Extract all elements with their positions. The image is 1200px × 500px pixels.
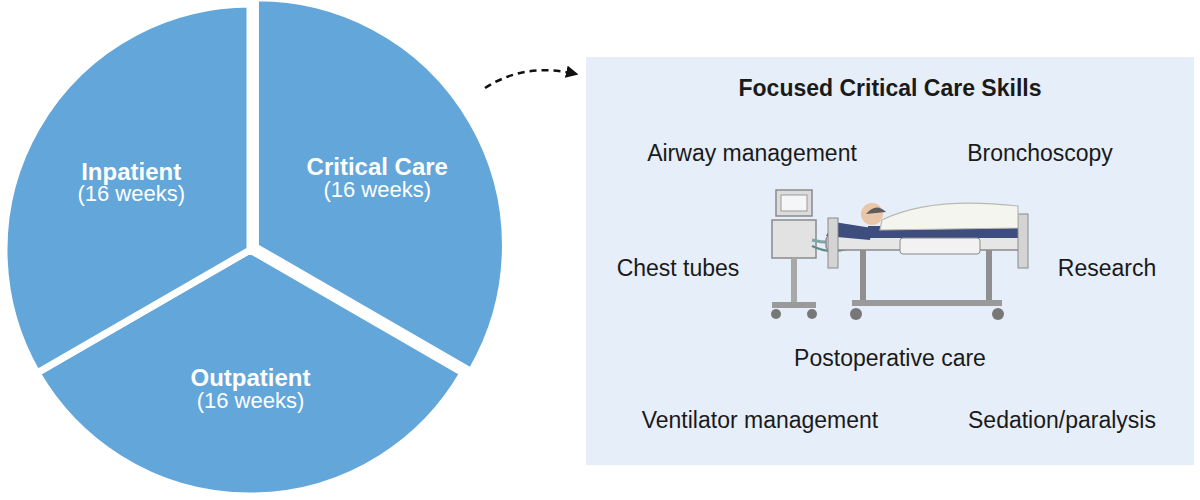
svg-text:Critical Care: Critical Care	[306, 153, 448, 181]
svg-text:Airway management: Airway management	[647, 140, 857, 166]
svg-text:Inpatient: Inpatient	[81, 157, 182, 185]
svg-text:Outpatient: Outpatient	[190, 364, 311, 392]
svg-text:(16 weeks): (16 weeks)	[77, 181, 185, 206]
svg-text:Ventilator management: Ventilator management	[642, 407, 879, 433]
svg-text:Postoperative care: Postoperative care	[794, 345, 986, 371]
svg-text:Research: Research	[1058, 255, 1156, 281]
svg-text:Chest tubes: Chest tubes	[617, 255, 740, 281]
svg-text:Bronchoscopy: Bronchoscopy	[967, 140, 1113, 166]
svg-text:(16 weeks): (16 weeks)	[323, 177, 431, 202]
svg-text:Sedation/paralysis: Sedation/paralysis	[968, 407, 1156, 433]
svg-text:(16 weeks): (16 weeks)	[197, 388, 305, 413]
svg-text:Focused Critical Care Skills: Focused Critical Care Skills	[739, 75, 1042, 101]
